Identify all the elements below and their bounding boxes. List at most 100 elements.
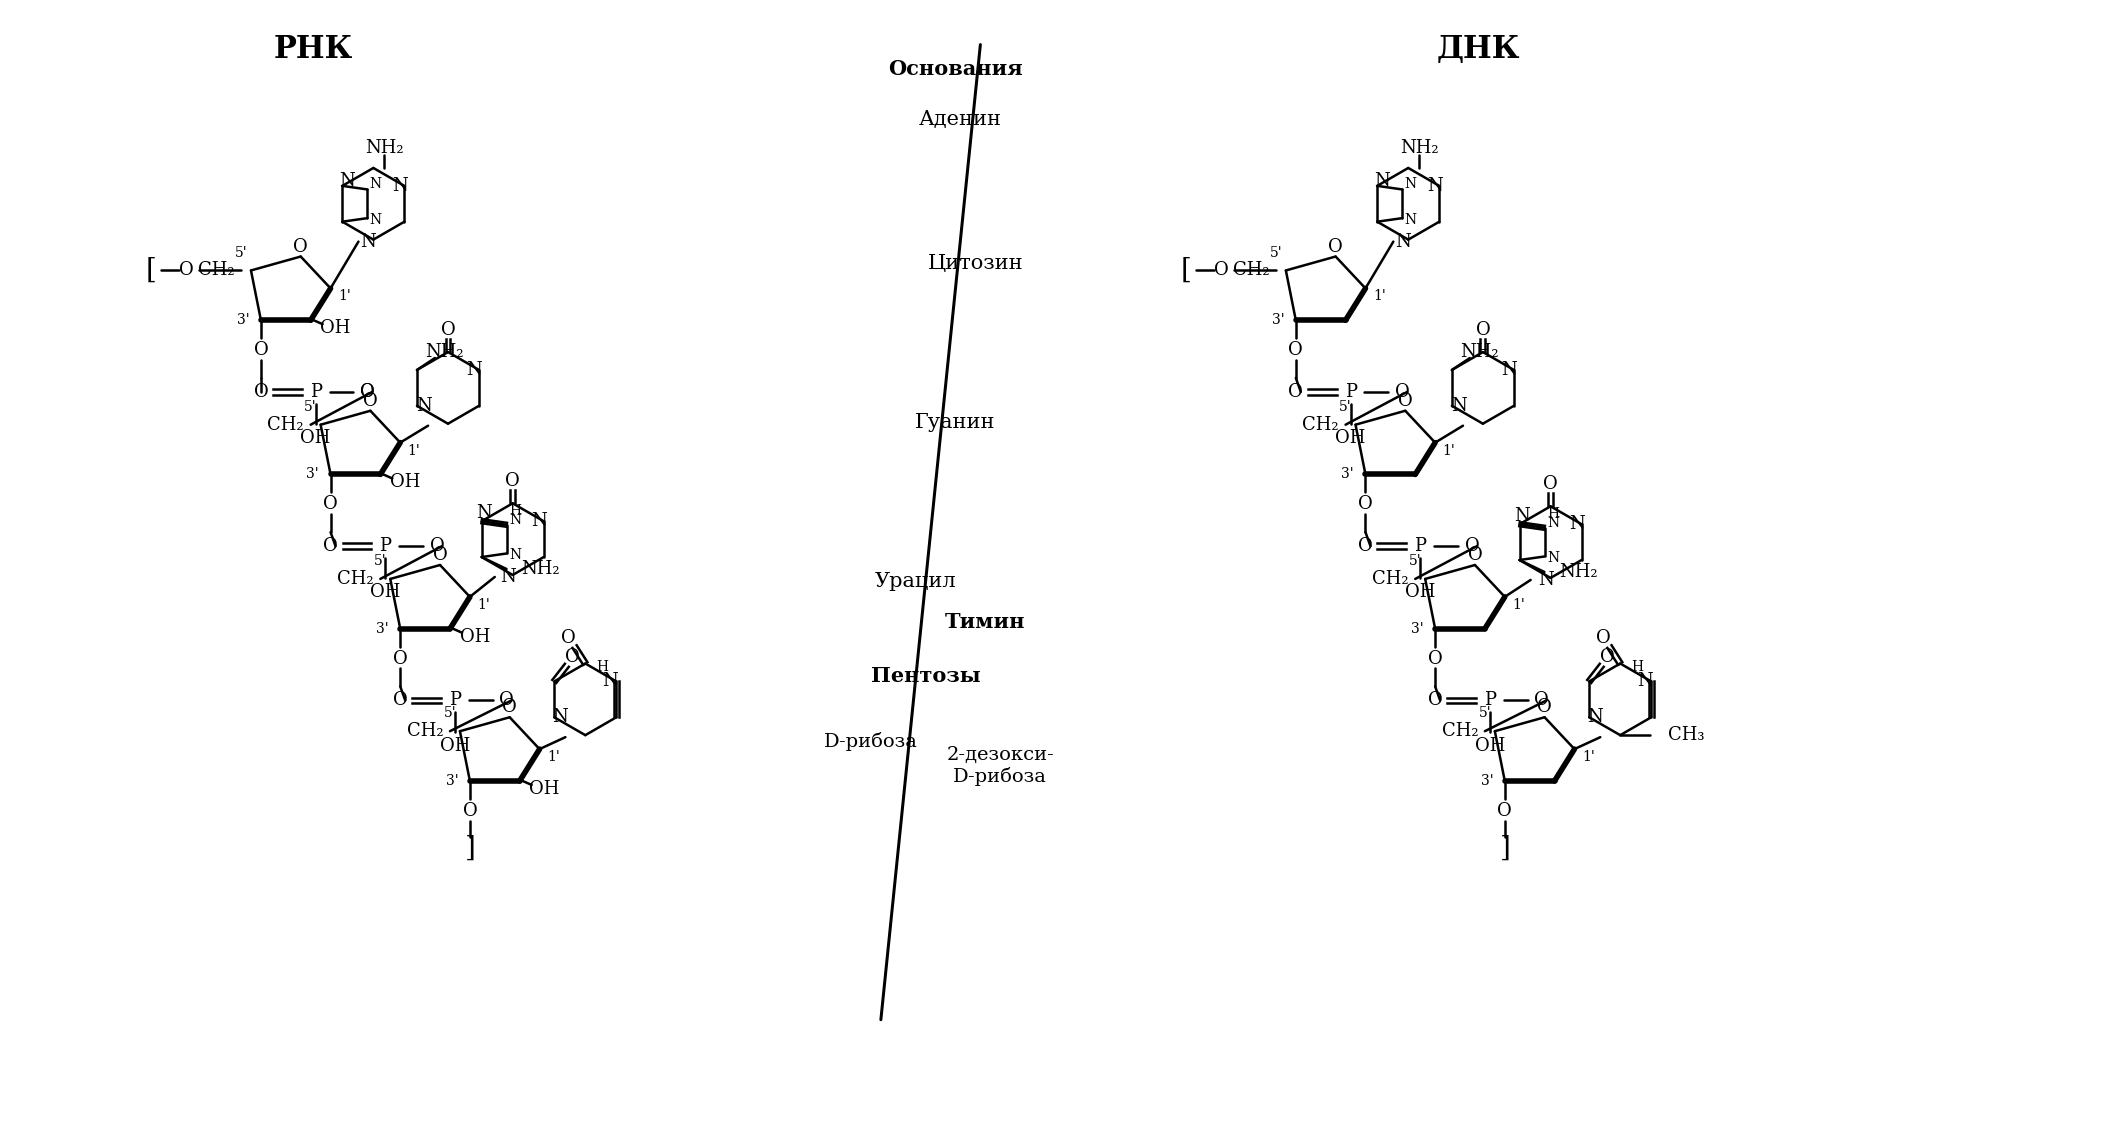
Text: O: O bbox=[498, 692, 513, 710]
Text: 5': 5' bbox=[304, 400, 317, 414]
Text: 5': 5' bbox=[1409, 554, 1421, 568]
Text: O: O bbox=[1398, 392, 1413, 410]
Text: O: O bbox=[1328, 238, 1343, 256]
Text: N: N bbox=[1637, 672, 1654, 691]
Text: O: O bbox=[323, 496, 338, 513]
Text: O: O bbox=[1214, 261, 1229, 280]
Text: OH: OH bbox=[321, 319, 351, 337]
Text: O: O bbox=[1497, 801, 1512, 820]
Text: CH₂: CH₂ bbox=[338, 569, 374, 588]
Text: N: N bbox=[1502, 361, 1516, 379]
Text: 3': 3' bbox=[1411, 621, 1423, 636]
Text: CH₂: CH₂ bbox=[1373, 569, 1409, 588]
Text: O: O bbox=[359, 383, 374, 401]
Text: OH: OH bbox=[460, 627, 490, 645]
Text: CH₂: CH₂ bbox=[1442, 722, 1478, 740]
Text: РНК: РНК bbox=[275, 34, 353, 65]
Text: O: O bbox=[1544, 475, 1559, 494]
Text: N: N bbox=[1375, 172, 1390, 190]
Text: O: O bbox=[505, 472, 520, 490]
Text: N: N bbox=[501, 568, 515, 586]
Text: N: N bbox=[1548, 551, 1559, 566]
Text: N: N bbox=[1588, 709, 1603, 727]
Text: H: H bbox=[1548, 507, 1559, 521]
Text: 5': 5' bbox=[374, 554, 386, 568]
Text: O: O bbox=[1288, 341, 1303, 359]
Text: N: N bbox=[1451, 397, 1466, 414]
Text: N: N bbox=[602, 672, 619, 691]
Text: O: O bbox=[566, 649, 581, 667]
Text: NH₂: NH₂ bbox=[1459, 343, 1500, 361]
Text: O: O bbox=[1533, 692, 1548, 710]
Text: N: N bbox=[393, 177, 408, 195]
Text: O: O bbox=[1428, 692, 1442, 710]
Text: ДНК: ДНК bbox=[1436, 34, 1521, 65]
Text: 1': 1' bbox=[1582, 751, 1595, 764]
Text: H: H bbox=[509, 504, 522, 517]
Text: O: O bbox=[1597, 628, 1611, 646]
Text: CH₂: CH₂ bbox=[1303, 415, 1339, 434]
Text: N: N bbox=[1548, 516, 1559, 530]
Text: 3': 3' bbox=[1271, 314, 1284, 327]
Text: N: N bbox=[467, 361, 482, 379]
Text: O: O bbox=[1601, 649, 1616, 667]
Text: O: O bbox=[253, 383, 268, 401]
Text: N: N bbox=[361, 232, 376, 250]
Text: O: O bbox=[1428, 650, 1442, 668]
Text: 3': 3' bbox=[1481, 774, 1493, 788]
Text: 5': 5' bbox=[234, 246, 247, 259]
Text: NH₂: NH₂ bbox=[522, 560, 560, 578]
Text: N: N bbox=[416, 397, 431, 414]
Text: Тимин: Тимин bbox=[944, 611, 1026, 632]
Text: NH₂: NH₂ bbox=[1400, 139, 1438, 157]
Text: 1': 1' bbox=[408, 444, 420, 457]
Text: Гуанин: Гуанин bbox=[914, 413, 995, 432]
Text: N: N bbox=[1404, 178, 1417, 191]
Text: NH₂: NH₂ bbox=[425, 343, 465, 361]
Text: O: O bbox=[1358, 496, 1373, 513]
Text: CH₂: CH₂ bbox=[199, 261, 234, 280]
Text: O: O bbox=[1464, 537, 1478, 555]
Text: 5': 5' bbox=[1478, 706, 1491, 720]
Text: N: N bbox=[1538, 571, 1554, 589]
Text: P: P bbox=[1345, 383, 1356, 401]
Text: N: N bbox=[530, 512, 547, 530]
Text: O: O bbox=[1288, 383, 1303, 401]
Text: N: N bbox=[509, 513, 522, 526]
Text: O: O bbox=[1394, 383, 1409, 401]
Text: Аденин: Аденин bbox=[919, 110, 1001, 129]
Text: N: N bbox=[1404, 213, 1417, 228]
Text: O: O bbox=[180, 261, 194, 280]
Text: O: O bbox=[441, 321, 456, 340]
Text: 3': 3' bbox=[446, 774, 458, 788]
Text: O: O bbox=[363, 392, 378, 410]
Text: N: N bbox=[509, 548, 522, 563]
Text: ]: ] bbox=[1500, 835, 1510, 863]
Text: [: [ bbox=[1181, 257, 1191, 284]
Text: P: P bbox=[1485, 692, 1495, 710]
Text: CH₂: CH₂ bbox=[268, 415, 304, 434]
Text: CH₂: CH₂ bbox=[1233, 261, 1269, 280]
Text: 3': 3' bbox=[306, 468, 319, 481]
Text: OH: OH bbox=[370, 583, 401, 601]
Text: N: N bbox=[1396, 232, 1411, 250]
Text: D-рибоза: D-рибоза bbox=[824, 731, 919, 751]
Text: 1': 1' bbox=[477, 598, 490, 611]
Text: N: N bbox=[370, 213, 382, 228]
Text: O: O bbox=[562, 628, 577, 646]
Text: N: N bbox=[475, 504, 492, 522]
Text: N: N bbox=[340, 172, 355, 190]
Text: O: O bbox=[393, 692, 408, 710]
Text: P: P bbox=[380, 537, 391, 555]
Text: 1': 1' bbox=[1373, 290, 1385, 303]
Text: H: H bbox=[1630, 660, 1643, 675]
Text: O: O bbox=[323, 537, 338, 555]
Text: 1': 1' bbox=[1442, 444, 1455, 457]
Text: N: N bbox=[370, 178, 382, 191]
Text: O: O bbox=[1358, 537, 1373, 555]
Text: [: [ bbox=[146, 257, 156, 284]
Text: NH₂: NH₂ bbox=[365, 139, 403, 157]
Text: 1': 1' bbox=[547, 751, 560, 764]
Text: O: O bbox=[253, 341, 268, 359]
Text: O: O bbox=[1476, 321, 1491, 340]
